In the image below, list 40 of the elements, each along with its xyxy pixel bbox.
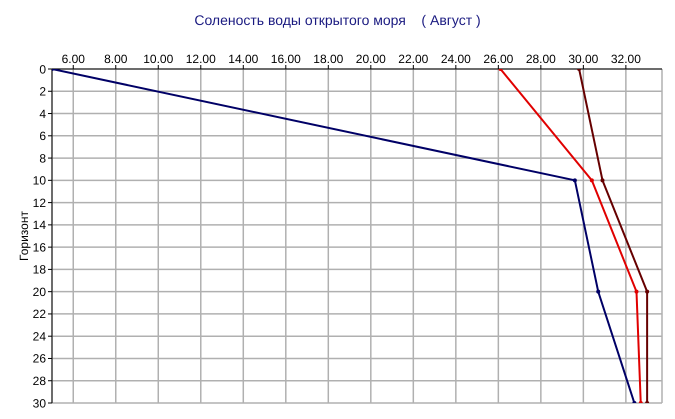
y-tick-label: 18	[32, 262, 46, 277]
point	[645, 290, 650, 294]
point	[572, 178, 577, 182]
point	[600, 178, 604, 182]
y-tick-label: 12	[32, 196, 46, 210]
y-tick-label: 6	[39, 129, 46, 144]
y-axis-title: Горизонт	[17, 211, 31, 261]
y-tick-label: 14	[32, 218, 46, 232]
x-tick-label: 18.00	[313, 52, 344, 66]
point	[634, 290, 638, 294]
x-tick-label: 14.00	[228, 52, 259, 66]
point	[590, 178, 594, 182]
x-tick-label: 30.00	[568, 52, 599, 66]
x-tick-label: 10.00	[143, 52, 174, 66]
x-tick-label: 24.00	[440, 52, 472, 66]
x-tick-label: 20.00	[356, 52, 386, 66]
y-tick-label: 24	[32, 329, 46, 344]
x-tick-label: 26.00	[483, 52, 514, 66]
y-tick-label: 20	[32, 284, 46, 299]
y-tick-label: 22	[32, 307, 46, 322]
x-tick-label: 32.00	[610, 52, 642, 66]
y-tick-label: 30	[32, 396, 46, 410]
chart-title: Соленость воды открытого моря ( Август )	[193, 12, 482, 28]
line-series	[577, 69, 650, 403]
x-tick-label: 16.00	[270, 52, 302, 66]
y-tick-label: 8	[39, 151, 46, 166]
y-tick-label: 28	[32, 374, 46, 388]
y-tick-label: 2	[39, 84, 46, 99]
line-series	[498, 69, 643, 403]
x-tick-label: 22.00	[398, 52, 429, 66]
x-tick-label: 6.00	[62, 52, 86, 66]
y-tick-label: 16	[32, 240, 46, 254]
x-tick-label: 8.00	[104, 52, 128, 66]
x-tick-label: 28.00	[526, 52, 556, 66]
point	[596, 290, 600, 294]
y-tick-label: 10	[32, 174, 46, 188]
y-tick-label: 0	[39, 62, 46, 76]
x-tick-label: 12.00	[186, 52, 216, 66]
y-tick-label: 4	[39, 106, 46, 121]
y-tick-label: 26	[32, 352, 46, 366]
